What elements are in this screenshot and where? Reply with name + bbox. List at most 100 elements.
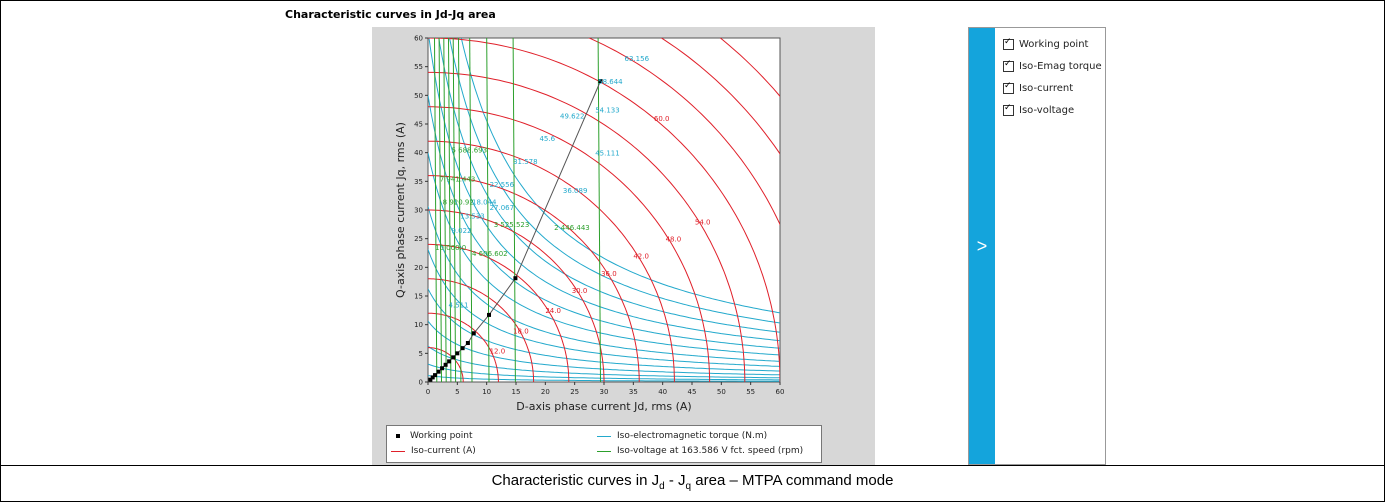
iso-torque-label: 27.067 (490, 204, 514, 212)
iso-torque-curve (449, 38, 780, 324)
iso-current-label: 36.0 (601, 270, 617, 278)
iso-torque-label: 54.133 (595, 107, 620, 115)
iso-current-curve (428, 209, 605, 382)
working-point-marker (451, 355, 456, 360)
iso-voltage-curve (448, 38, 452, 382)
chart-panel: 12.0 18.0 24.0 30.0 36.0 42.0 48.0 54.0 60.0 63.1… (372, 27, 875, 465)
working-point-marker (440, 366, 445, 371)
iso-torque-curve (428, 288, 780, 372)
x-tick-label: 5 (455, 388, 459, 396)
caption-text: Characteristic curves in J (491, 472, 660, 489)
working-point-marker (433, 373, 438, 378)
working-point-marker-icon (396, 434, 400, 438)
working-point-marker (598, 79, 603, 83)
iso-voltage-label: 7 941.443 (440, 175, 476, 183)
y-tick-label: 45 (414, 121, 423, 129)
option-iso-current[interactable]: Iso-current (1003, 81, 1074, 94)
x-tick-label: 0 (426, 388, 430, 396)
option-label: Iso-current (1019, 83, 1074, 94)
x-tick-label: 20 (541, 388, 550, 396)
working-point-marker (460, 346, 465, 351)
caption-text: area – MTPA command mode (691, 472, 894, 489)
iso-voltage-label: 5 688.693 (451, 147, 487, 155)
iso-current-curve (588, 38, 780, 226)
legend-item-iso-torque: Iso-electromagnetic torque (N.m) (597, 431, 767, 441)
checkbox-checked-icon[interactable] (1003, 37, 1014, 50)
option-iso-voltage[interactable]: Iso-voltage (1003, 103, 1075, 116)
chart-legend: Working point Iso-electromagnetic torque… (386, 425, 822, 463)
characteristic-chart: 12.0 18.0 24.0 30.0 36.0 42.0 48.0 54.0 60.0 63.1… (394, 35, 784, 414)
y-tick-label: 55 (414, 63, 423, 71)
iso-current-label: 18.0 (513, 327, 529, 335)
y-tick-label: 35 (414, 178, 423, 186)
iso-torque-label: 45.111 (595, 150, 620, 158)
iso-current-curve (428, 106, 711, 382)
line-swatch-icon (597, 450, 611, 452)
caption-divider (0, 465, 1385, 466)
option-iso-emag-torque[interactable]: Iso-Emag torque (1003, 59, 1102, 72)
iso-voltage-curve (597, 38, 601, 382)
iso-voltage-curve (443, 38, 447, 382)
checkbox-checked-icon[interactable] (1003, 103, 1014, 116)
page-title: Characteristic curves in Jd-Jq area (285, 8, 496, 21)
x-axis-label: D-axis phase current Jd, rms (A) (516, 400, 691, 413)
iso-torque-label: 58.644 (598, 78, 623, 86)
iso-torque-label: 4.511 (449, 301, 469, 309)
iso-torque-label: 31.578 (513, 158, 538, 166)
iso-torque-label: 22.556 (490, 181, 515, 189)
iso-voltage-label: 2 446.443 (554, 224, 590, 232)
y-tick-label: 40 (414, 149, 423, 157)
legend-label: Iso-current (A) (411, 446, 476, 456)
x-tick-label: 50 (717, 388, 726, 396)
iso-current-label: 12.0 (490, 347, 506, 355)
x-tick-label: 15 (512, 388, 521, 396)
plot-content: 12.0 18.0 24.0 30.0 36.0 42.0 48.0 54.0 60.0 63.1… (428, 38, 780, 382)
iso-voltage-curve (512, 38, 516, 382)
iso-voltage-curve (469, 38, 473, 382)
iso-voltage-curve (434, 38, 438, 382)
iso-torque-curve (428, 38, 780, 342)
iso-voltage-curve (458, 38, 462, 382)
legend-label: Iso-voltage at 163.586 V fct. speed (rpm… (617, 446, 804, 456)
x-tick-label: 55 (746, 388, 755, 396)
y-tick-label: 15 (414, 293, 423, 301)
option-label: Iso-voltage (1019, 105, 1075, 116)
working-point-marker (513, 276, 518, 281)
working-point-marker (443, 362, 448, 367)
x-tick-label: 10 (482, 388, 491, 396)
line-swatch-icon (597, 435, 611, 437)
iso-current-curve (428, 71, 746, 382)
y-tick-label: 60 (414, 35, 423, 43)
iso-current-label: 42.0 (633, 253, 649, 261)
iso-torque-label: 45.6 (539, 135, 555, 143)
iso-torque-curve (428, 95, 780, 349)
iso-torque-label: 63.156 (625, 55, 650, 63)
iso-current-label: 48.0 (666, 236, 682, 244)
iso-torque-curve (428, 206, 780, 362)
option-label: Iso-Emag torque (1019, 61, 1102, 72)
working-point-marker (455, 351, 460, 356)
iso-torque-label: 49.622 (560, 112, 585, 120)
y-tick-label: 0 (419, 379, 423, 387)
x-tick-label: 30 (600, 388, 609, 396)
checkbox-checked-icon[interactable] (1003, 81, 1014, 94)
x-tick-label: 25 (570, 388, 579, 396)
iso-torque-curve (428, 152, 780, 356)
option-working-point[interactable]: Working point (1003, 37, 1089, 50)
y-tick-label: 25 (414, 235, 423, 243)
y-tick-label: 5 (419, 350, 423, 358)
y-tick-label: 10 (414, 321, 423, 329)
working-point-marker (487, 312, 492, 317)
iso-current-label: 30.0 (572, 287, 588, 295)
working-point-marker (430, 375, 435, 380)
option-label: Working point (1019, 39, 1089, 50)
chevron-right-icon: > (976, 235, 988, 256)
working-point-marker (465, 341, 470, 346)
caption-text: - J (664, 472, 686, 489)
checkbox-checked-icon[interactable] (1003, 59, 1014, 72)
iso-voltage-label: 4 606.602 (472, 250, 508, 258)
expand-panel-button[interactable]: > (969, 28, 995, 464)
working-point-marker (447, 359, 452, 364)
iso-torque-label: 9.022 (451, 227, 471, 235)
iso-current-label: 60.0 (654, 115, 670, 123)
